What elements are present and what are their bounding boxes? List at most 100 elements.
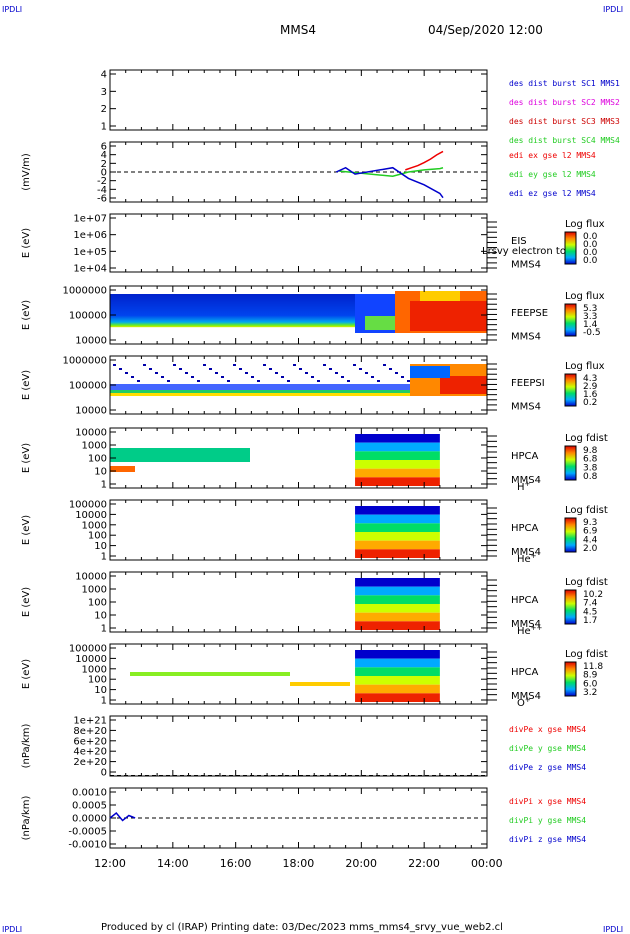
panel-feepse: 10000 100000 1000000 E (eV) Log flux 5.33.31.…	[21, 285, 605, 347]
y-tick-label: 0	[101, 768, 107, 779]
feepsi-speckle	[233, 364, 236, 366]
colorbar-tick-label: 4.3	[583, 374, 597, 384]
y-tick-label: 2	[101, 104, 107, 115]
series-line	[339, 166, 444, 178]
y-tick-label: 4	[101, 70, 107, 81]
spacecraft-label: MMS4	[511, 619, 541, 630]
spacecraft-label: MMS4	[511, 259, 541, 270]
legend-entry: edi ez gse l2 MMS4	[509, 189, 596, 198]
time-label-3: 18:00	[283, 857, 315, 870]
species-charge: +	[525, 696, 531, 704]
spacecraft-label: MMS4	[511, 691, 541, 702]
colorbar-title: Log fdist	[565, 505, 608, 516]
feepsi-spectrogram-blue	[110, 384, 410, 390]
hpca-spectrogram-band	[355, 506, 440, 515]
panel-frame	[109, 213, 488, 273]
legend-entry: des dist burst SC3 MMS3	[509, 117, 620, 126]
feepsi-speckle	[395, 372, 398, 374]
y-tick-label: 1	[101, 122, 107, 133]
feepsi-speckle	[377, 380, 380, 382]
hpca-spectrogram-band	[355, 549, 440, 558]
series-line	[405, 150, 444, 171]
feepsi-speckle	[287, 380, 290, 382]
hpca-spectrogram-band	[355, 477, 440, 486]
colorbar-tick-label: 1.7	[583, 616, 597, 626]
y-tick-label: 1	[101, 480, 107, 491]
header-spacecraft: MMS4	[280, 23, 316, 37]
hpca-spectrogram-band	[355, 684, 440, 694]
hpca-spectrogram-band	[355, 468, 440, 478]
panels: 1 2 3 4 des dist burst SC1 MMS1 des dist burs…	[21, 69, 620, 851]
colorbar-tick-label: 1.4	[583, 320, 598, 330]
y-axis-label: E (eV)	[21, 370, 32, 400]
time-axis: 12:00 14:00 16:00 18:00 20:00 22:00 00:0…	[94, 857, 503, 870]
y-tick-label: 1000	[82, 520, 107, 531]
hpca-spectrogram-band	[355, 612, 440, 622]
colorbar-tick-label: 8.9	[583, 671, 598, 681]
feepsi-speckle	[371, 376, 374, 378]
colorbar-tick-label: 2.9	[583, 382, 598, 392]
legend-entry: des dist burst SC2 MMS2	[509, 98, 620, 107]
feepsi-speckle	[389, 368, 392, 370]
feepse-spectrogram-high	[420, 291, 460, 301]
feepsi-speckle	[221, 376, 224, 378]
series-line	[335, 166, 444, 199]
colorbar-tick-label: 2.0	[583, 544, 598, 554]
y-tick-label: -0.0010	[68, 840, 107, 851]
feepsi-speckle	[341, 376, 344, 378]
y-tick-label: 100000	[69, 644, 107, 655]
colorbar-tick-label: 0.0	[583, 248, 598, 258]
colorbar-title: Log flux	[565, 361, 605, 372]
instrument-label: FEEPSE	[511, 308, 548, 319]
y-tick-label: 10	[94, 611, 107, 622]
y-axis-label: E (eV)	[21, 515, 32, 545]
feepsi-speckle	[179, 368, 182, 370]
y-tick-label: 2e+20	[73, 757, 107, 768]
y-tick-label: 1000	[82, 585, 107, 596]
feepsi-speckle	[137, 380, 140, 382]
feepsi-speckle	[281, 376, 284, 378]
colorbar-tick-label: -0.5	[583, 328, 601, 338]
instrument-label: HPCA	[511, 523, 539, 534]
colorbar	[564, 373, 577, 407]
overlay-label: Lrsvy electron to	[482, 246, 566, 257]
spacecraft-label: MMS4	[511, 547, 541, 558]
feepsi-speckle	[347, 380, 350, 382]
y-tick-label: 100	[88, 675, 107, 686]
feepsi-speckle	[155, 372, 158, 374]
panel-frame	[109, 69, 488, 131]
colorbar-tick-label: 9.8	[583, 446, 598, 456]
hpca-spectrogram-band	[355, 434, 440, 443]
panel-des_burst: 1 2 3 4 des dist burst SC1 MMS1 des dist burs…	[101, 69, 620, 145]
y-tick-label: 6	[101, 142, 107, 153]
time-label-1: 14:00	[157, 857, 189, 870]
colorbar-tick-label: 6.0	[583, 679, 598, 689]
colorbar-tick-label: 3.8	[583, 463, 598, 473]
colorbar-title: Log flux	[565, 219, 605, 230]
colorbar-tick-label: 9.3	[583, 518, 597, 528]
hpca-h-low-red	[110, 466, 135, 472]
feepsi-speckle	[245, 372, 248, 374]
y-tick-label: 1e+04	[73, 264, 107, 275]
feepsi-speckle	[269, 368, 272, 370]
y-tick-label: 1e+07	[73, 214, 107, 225]
y-tick-label: 1000	[82, 441, 107, 452]
feepsi-speckle	[329, 368, 332, 370]
y-tick-label: 1e+05	[73, 247, 107, 258]
feepsi-speckle	[383, 364, 386, 366]
y-tick-label: 1e+06	[73, 230, 107, 241]
feepsi-speckle	[311, 376, 314, 378]
hpca-spectrogram-band	[355, 667, 440, 676]
feepsi-speckle	[323, 364, 326, 366]
colorbar-tick-label: 3.2	[583, 688, 597, 698]
colorbar-tick-label: 4.4	[583, 535, 598, 545]
legend-entry: divPe y gse MMS4	[509, 744, 586, 753]
hpca-spectrogram-band	[355, 693, 440, 702]
y-tick-label: 6e+20	[73, 736, 107, 747]
header-datetime: 04/Sep/2020 12:00	[428, 23, 543, 37]
y-tick-label: 10000	[75, 572, 107, 583]
hpca-spectrogram-band	[355, 442, 440, 452]
hpca-spectrogram-band	[355, 451, 440, 460]
legend-entry: des dist burst SC4 MMS4	[509, 136, 620, 145]
